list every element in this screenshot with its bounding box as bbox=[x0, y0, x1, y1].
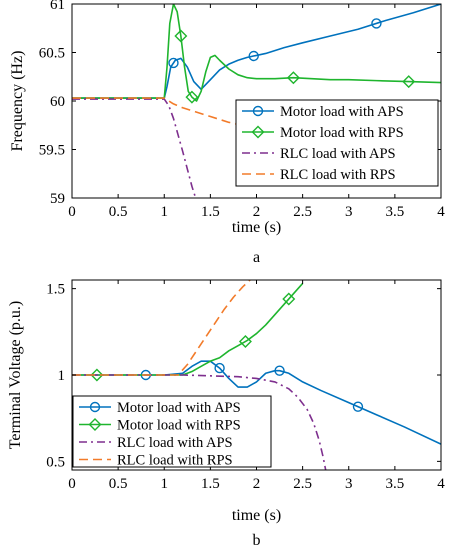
x-tick-label: 0 bbox=[68, 204, 76, 220]
series-2-marker-3 bbox=[286, 71, 300, 85]
legend-marker-2 bbox=[251, 125, 265, 139]
x-tick-label: 3 bbox=[345, 476, 353, 492]
series-2-marker-4 bbox=[402, 75, 416, 89]
series-line-3 bbox=[72, 374, 327, 470]
legend-entry-1: Motor load with APS bbox=[280, 104, 404, 120]
y-tick-label: 60 bbox=[50, 94, 65, 110]
x-tick-label: 1.5 bbox=[201, 204, 220, 220]
x-tick-label: 2.5 bbox=[293, 204, 312, 220]
y-tick-label: 59 bbox=[50, 191, 65, 207]
x-tick-label: 0.5 bbox=[109, 204, 128, 220]
x-tick-label: 3 bbox=[345, 204, 353, 220]
legend: Motor load with APS Motor load with RPS RL… bbox=[235, 99, 439, 187]
y-tick-label: 1.5 bbox=[46, 282, 65, 298]
legend-entry-3: RLC load with APS bbox=[117, 435, 233, 451]
series-line-4 bbox=[72, 280, 252, 376]
series-2-marker-1 bbox=[90, 368, 104, 382]
y-tick-label: 1 bbox=[58, 368, 66, 384]
x-tick-label: 1 bbox=[161, 204, 169, 220]
legend-entry-3: RLC load with APS bbox=[280, 146, 396, 162]
legend-entry-4: RLC load with RPS bbox=[117, 453, 233, 469]
series-1-marker-4 bbox=[352, 401, 364, 412]
x-tick-label: 0 bbox=[68, 476, 76, 492]
series-line-3 bbox=[72, 98, 197, 198]
series-1-marker-2 bbox=[214, 362, 225, 374]
series-line-1 bbox=[72, 360, 441, 445]
x-tick-label: 1 bbox=[161, 476, 169, 492]
legend-entry-1: Motor load with APS bbox=[117, 400, 241, 416]
x-tick-label: 3.5 bbox=[386, 476, 405, 492]
series-line-4 bbox=[72, 97, 239, 126]
x-tick-label: 2 bbox=[253, 476, 261, 492]
legend-marker-1 bbox=[252, 105, 264, 117]
y-tick-label: 60.5 bbox=[39, 46, 65, 62]
panel-label: a bbox=[253, 249, 260, 266]
series-2-marker-2 bbox=[185, 90, 199, 104]
series-2-marker-1 bbox=[174, 29, 188, 43]
series-2-marker-2 bbox=[238, 335, 252, 348]
series-1-marker-3 bbox=[274, 365, 285, 376]
legend-entry-2: Motor load with RPS bbox=[117, 418, 241, 434]
legend-entry-4: RLC load with RPS bbox=[280, 167, 396, 183]
series-1-marker-2 bbox=[248, 50, 259, 62]
series-line-1 bbox=[72, 4, 441, 99]
y-tick-label: 0.5 bbox=[46, 454, 65, 470]
series-1-marker-1 bbox=[168, 57, 179, 69]
x-tick-label: 2.5 bbox=[293, 476, 312, 492]
legend-marker-1 bbox=[89, 401, 101, 413]
x-tick-label: 1.5 bbox=[201, 476, 220, 492]
y-tick-label: 61 bbox=[50, 0, 65, 13]
x-axis-label: time (s) bbox=[232, 507, 281, 524]
y-axis-label: Terminal Voltage (p.u.) bbox=[7, 301, 24, 449]
x-tick-label: 2 bbox=[253, 204, 261, 220]
panel-label: b bbox=[253, 532, 261, 549]
series-line-2 bbox=[72, 282, 304, 376]
series-2-marker-3 bbox=[282, 292, 296, 306]
x-tick-label: 4 bbox=[437, 204, 445, 220]
x-tick-label: 0.5 bbox=[109, 476, 128, 492]
x-axis-label: time (s) bbox=[232, 219, 281, 236]
chart-panel-a: 0 0.5 1 1.5 2 2.5 3 3.5 4 59 59.5 60 60.5 61 time (s) F… bbox=[9, 0, 445, 266]
legend-entry-2: Motor load with RPS bbox=[280, 125, 404, 141]
y-tick-label: 59.5 bbox=[39, 143, 65, 159]
x-tick-label: 4 bbox=[437, 476, 445, 492]
series-1-marker-3 bbox=[371, 18, 382, 29]
series-line-2 bbox=[72, 4, 441, 102]
x-tick-label: 3.5 bbox=[386, 204, 405, 220]
legend-marker-2 bbox=[88, 418, 102, 431]
y-axis-label: Frequency (Hz) bbox=[9, 51, 26, 152]
